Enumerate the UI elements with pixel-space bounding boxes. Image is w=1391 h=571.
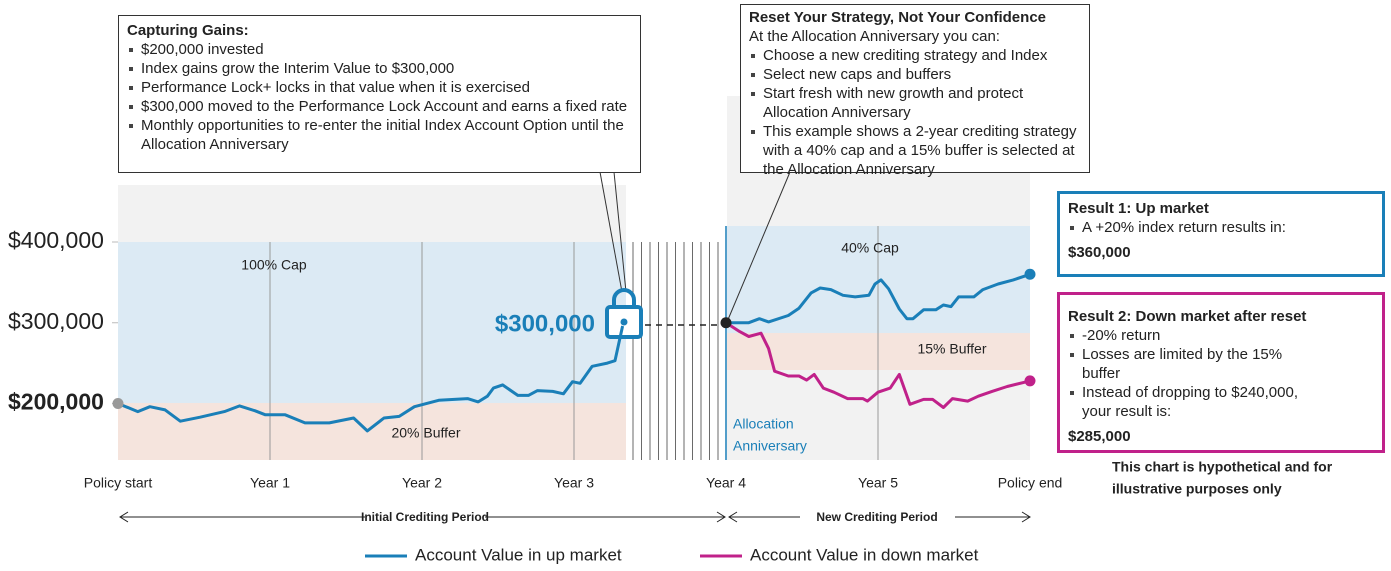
result-title: Result 1: Up market [1068, 200, 1209, 217]
zone-label: 40% Cap [841, 240, 899, 256]
period-label: New Crediting Period [816, 510, 937, 524]
callout-title: Capturing Gains: [127, 22, 249, 39]
result-title: Result 2: Down market after reset [1068, 308, 1307, 325]
bullet: $300,000 moved to the Performance Lock A… [129, 97, 632, 116]
point [1024, 375, 1036, 387]
bullet: This example shows a 2-year crediting st… [751, 122, 1081, 179]
footnote: This chart is hypothetical and for [1112, 459, 1333, 475]
result-box: Result 2: Down market after reset -20% r… [1057, 292, 1385, 453]
series-line [117, 272, 1031, 433]
x-tick-label: Policy start [84, 475, 153, 491]
zone-label: 100% Cap [241, 257, 307, 273]
result-box: Result 1: Up market A +20% index return … [1057, 191, 1385, 277]
point [720, 317, 732, 329]
hatch [632, 242, 719, 460]
period-label: Initial Crediting Period [361, 510, 489, 524]
bullet: $200,000 invested [129, 40, 632, 59]
bullet: Monthly opportunities to re-enter the in… [129, 116, 632, 154]
x-tick-label: Year 3 [554, 475, 594, 491]
leader [599, 171, 623, 293]
x-tick-label: Year 1 [250, 475, 290, 491]
bullet: Instead of dropping to $240,000, your re… [1070, 383, 1314, 421]
x-tick-label: Policy end [998, 475, 1063, 491]
point [112, 397, 124, 409]
y-tick-label: $200,000 [8, 389, 104, 415]
footnote: illustrative purposes only [1112, 481, 1282, 497]
zone-label: 20% Buffer [391, 425, 460, 441]
callout-reset: Reset Your Strategy, Not Your Confidence… [740, 4, 1090, 178]
callout-gains: Capturing Gains: $200,000 invested Index … [118, 15, 641, 173]
cap-zone [118, 242, 626, 403]
bullet: Choose a new crediting strategy and Inde… [751, 46, 1081, 65]
legend-label: Account Value in down market [750, 545, 979, 564]
legend-label: Account Value in up market [415, 545, 622, 564]
lock-value: $300,000 [495, 310, 595, 337]
buffer-zone [118, 403, 626, 460]
bullet: Select new caps and buffers [751, 65, 1081, 84]
bullet-list: $200,000 invested Index gains grow the In… [127, 40, 632, 154]
bullet: A +20% index return results in: [1070, 218, 1374, 237]
period-arrows [119, 511, 1031, 523]
bullet-list: A +20% index return results in: [1068, 218, 1374, 237]
bullet: -20% return [1070, 326, 1314, 345]
y-tick-label: $400,000 [8, 227, 104, 253]
bullet-list: Choose a new crediting strategy and Inde… [749, 46, 1081, 179]
bullet-list: -20% return Losses are limited by the 15%… [1068, 326, 1374, 421]
anniversary-label: Allocation [733, 416, 794, 432]
x-tick-label: Year 2 [402, 475, 442, 491]
result-value: $360,000 [1068, 244, 1131, 261]
grid [269, 226, 879, 460]
point [1024, 268, 1036, 280]
zone-label: 15% Buffer [917, 341, 986, 357]
bullet: Performance Lock+ locks in that value wh… [129, 78, 632, 97]
lock-icon [605, 288, 643, 339]
leader [613, 171, 627, 293]
bullet: Index gains grow the Interim Value to $3… [129, 59, 632, 78]
bullet: Losses are limited by the 15% buffer [1070, 345, 1314, 383]
bullet: Start fresh with new growth and protect … [751, 84, 1081, 122]
y-tick-label: $300,000 [8, 308, 104, 334]
callout-title: Reset Your Strategy, Not Your Confidence [749, 9, 1046, 26]
x-tick-label: Year 4 [706, 475, 746, 491]
callout-intro: At the Allocation Anniversary you can: [749, 28, 1000, 45]
x-tick-label: Year 5 [858, 475, 898, 491]
anniversary-label: Anniversary [733, 438, 807, 454]
leader [726, 171, 791, 323]
series-line [725, 321, 1031, 409]
result-value: $285,000 [1068, 428, 1131, 445]
